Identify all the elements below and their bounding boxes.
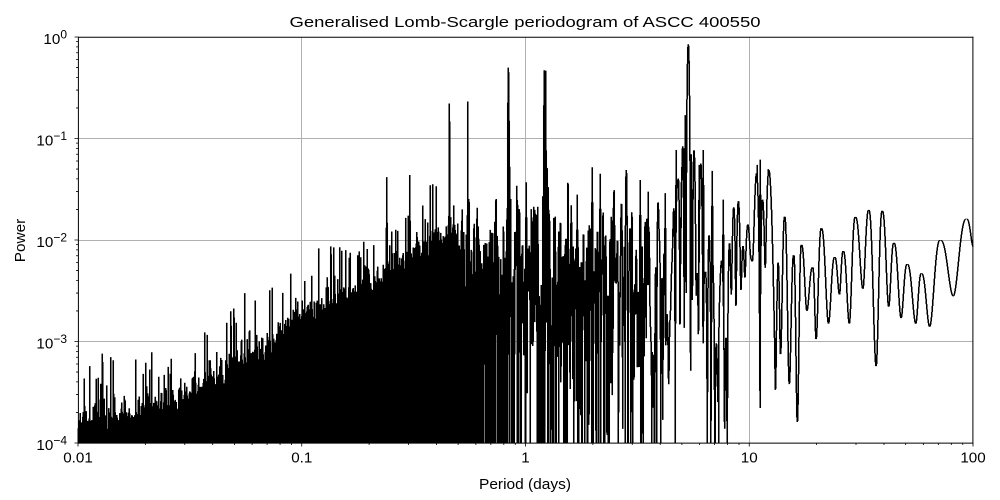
svg-text:Generalised Lomb-Scargle perio: Generalised Lomb-Scargle periodogram of … — [290, 14, 761, 31]
svg-text:10: 10 — [741, 450, 758, 467]
svg-text:0.01: 0.01 — [63, 450, 93, 467]
svg-text:Period (days): Period (days) — [479, 476, 571, 493]
svg-text:0.1: 0.1 — [291, 450, 312, 467]
svg-text:100: 100 — [960, 450, 985, 467]
svg-text:1: 1 — [521, 450, 529, 467]
svg-text:Power: Power — [12, 219, 29, 263]
